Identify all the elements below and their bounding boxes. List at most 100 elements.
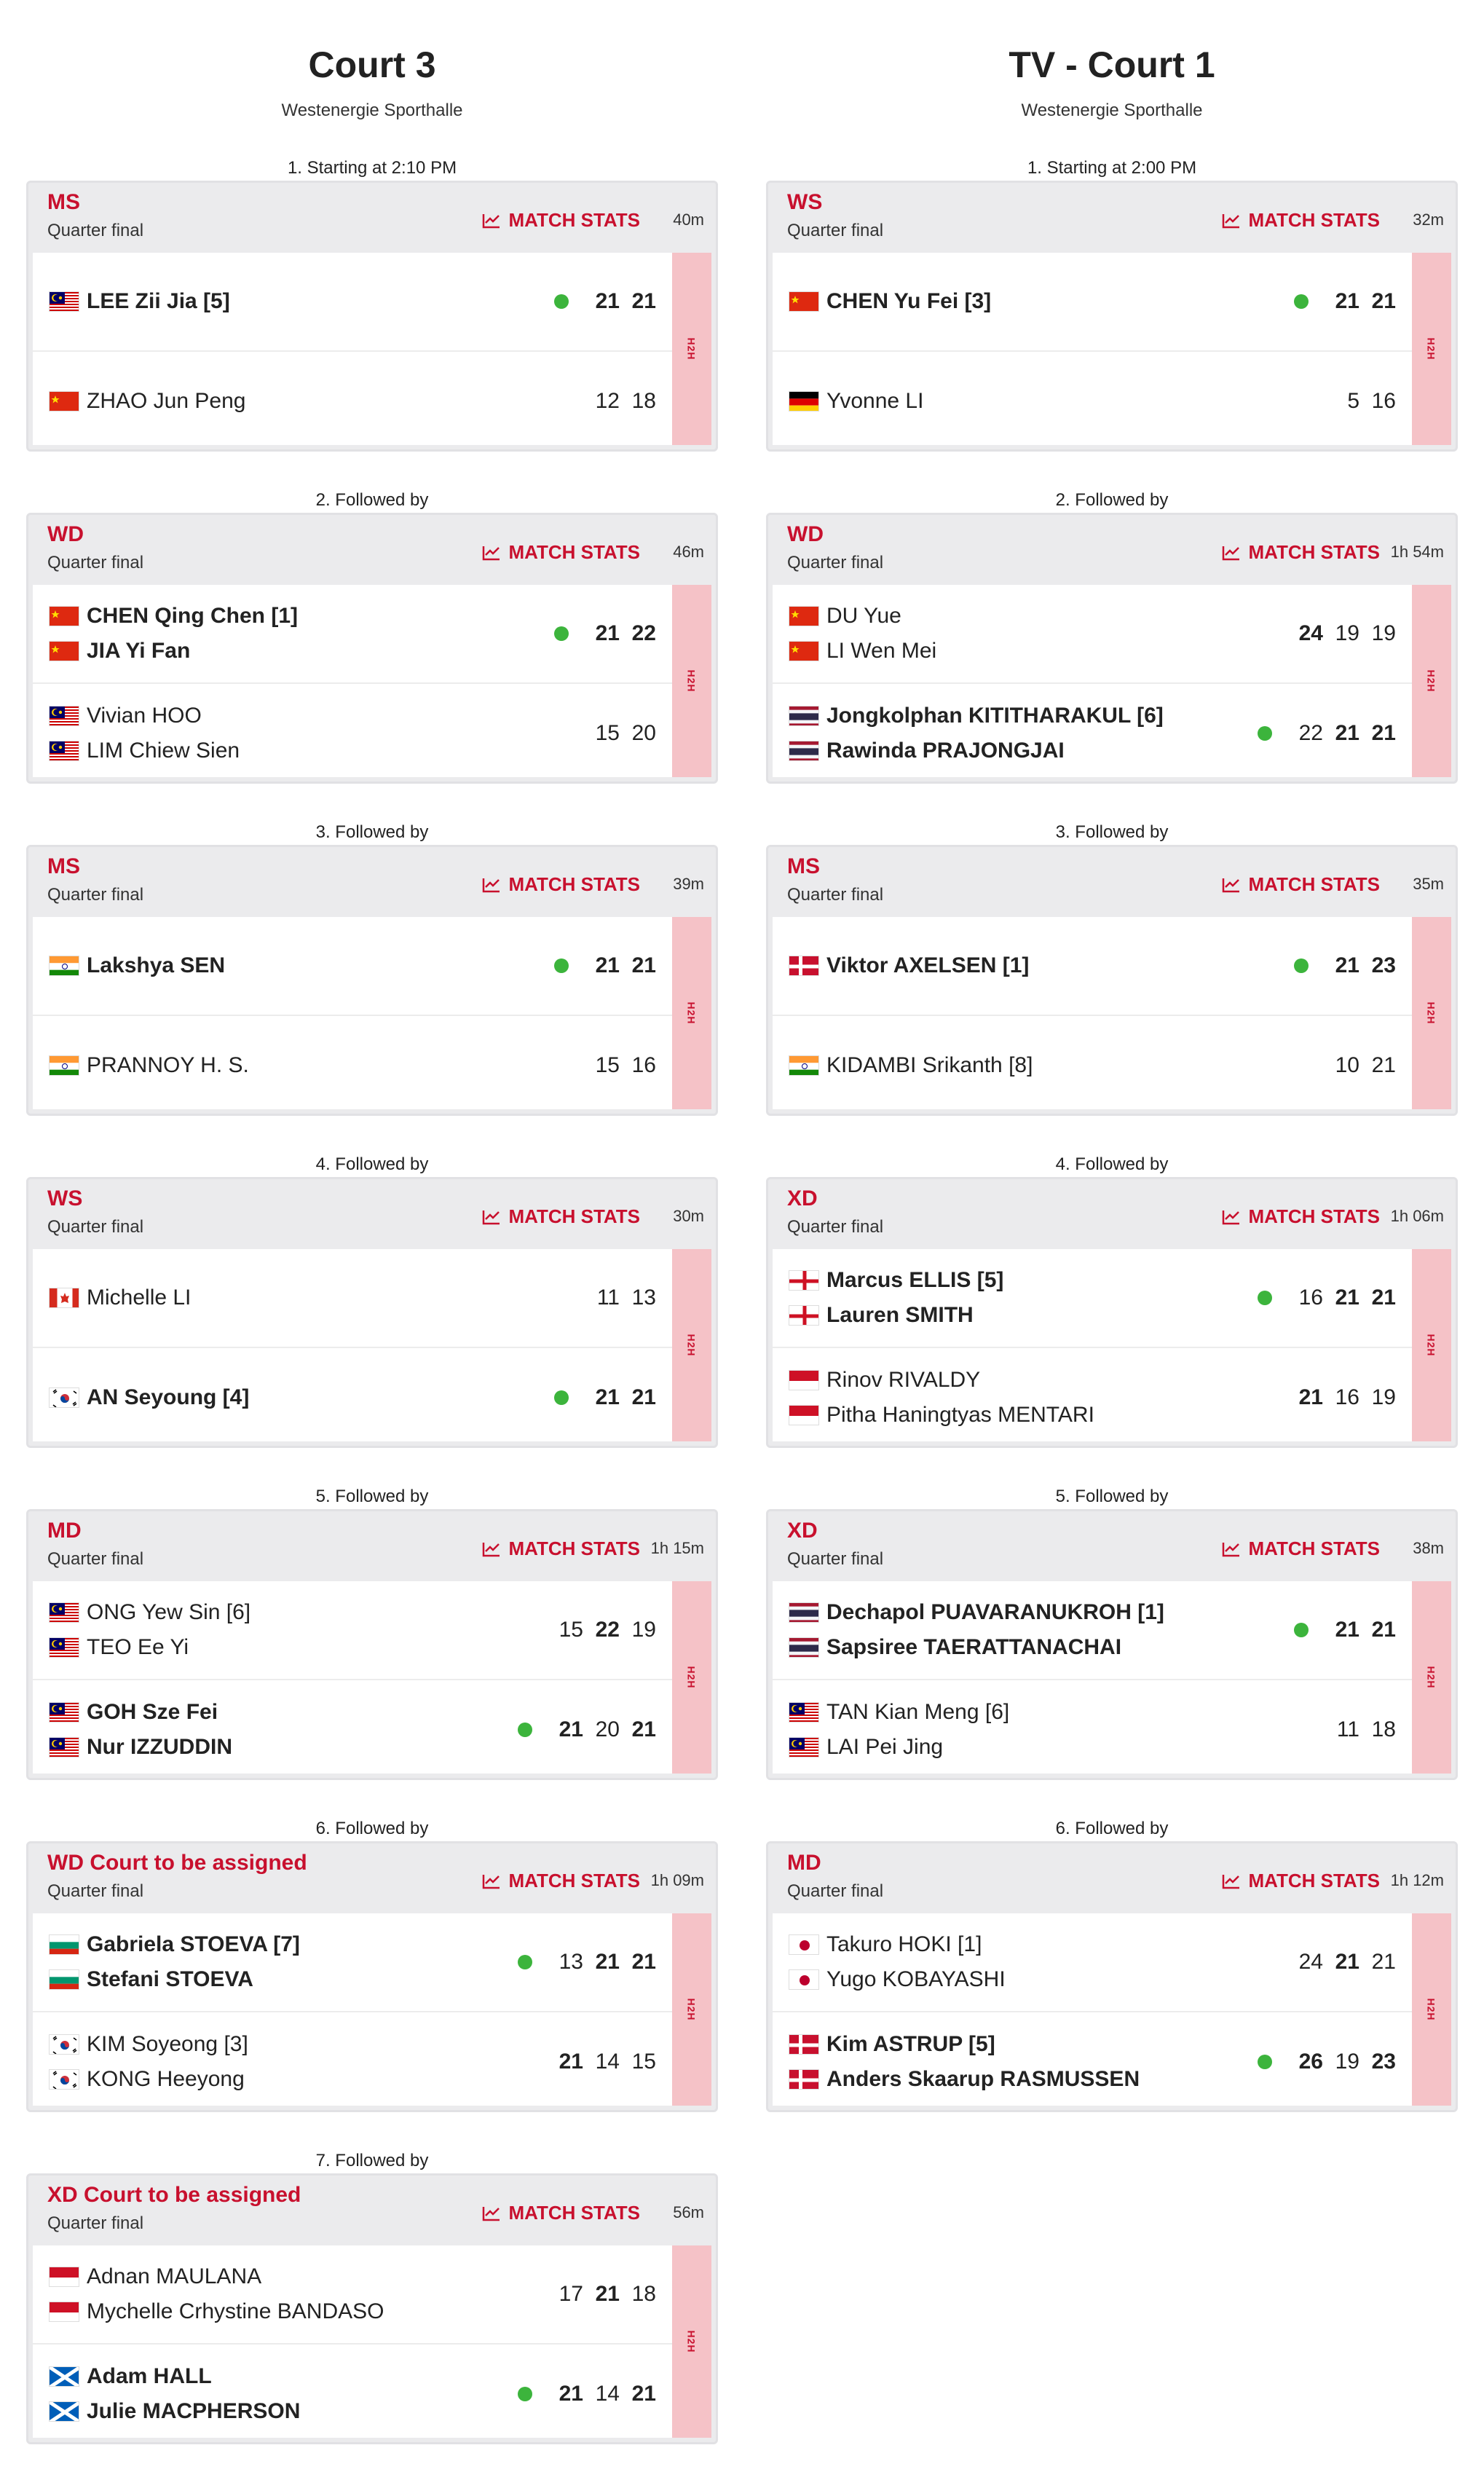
player[interactable]: Rawinda PRAJONGJAI <box>789 733 1258 768</box>
h2h-button[interactable]: H2H <box>672 917 711 1109</box>
player[interactable]: Viktor AXELSEN [1] <box>789 948 1294 983</box>
flag-icon <box>789 391 819 412</box>
h2h-button[interactable]: H2H <box>672 585 711 777</box>
game-score: 21 <box>595 289 620 313</box>
player[interactable]: KIDAMBI Srikanth [8] <box>789 1048 1323 1083</box>
player[interactable]: Jongkolphan KITITHARAKUL [6] <box>789 698 1258 733</box>
match-duration: 1h 12m <box>1390 1871 1444 1889</box>
player[interactable]: Stefani STOEVA <box>49 1962 518 1997</box>
match-teams: Lakshya SEN 21 21 PRANNOY H. S. 15 16 <box>33 917 672 1109</box>
player-name: PRANNOY H. S. <box>87 1053 249 1077</box>
player[interactable]: Yvonne LI <box>789 384 1323 419</box>
player[interactable]: Mychelle Crhystine BANDASO <box>49 2294 547 2329</box>
h2h-button[interactable]: H2H <box>1412 585 1451 777</box>
match-stats-link[interactable]: MATCH STATS <box>1222 1870 1380 1892</box>
player-name: Stefani STOEVA <box>87 1967 253 1991</box>
winner-indicator-icon <box>1294 294 1309 309</box>
player[interactable]: Yugo KOBAYASHI <box>789 1962 1287 1997</box>
player[interactable]: LI Wen Mei <box>789 634 1287 669</box>
match-card[interactable]: XD Quarter final MATCH STATS 38m <box>766 1509 1458 1780</box>
player[interactable]: AN Seyoung [4] <box>49 1380 554 1415</box>
player[interactable]: ONG Yew Sin [6] <box>49 1595 547 1630</box>
player[interactable]: GOH Sze Fei <box>49 1695 518 1730</box>
player[interactable]: JIA Yi Fan <box>49 634 554 669</box>
h2h-button[interactable]: H2H <box>1412 1249 1451 1441</box>
player[interactable]: Pitha Haningtyas MENTARI <box>789 1398 1287 1433</box>
player[interactable]: TEO Ee Yi <box>49 1630 547 1665</box>
player[interactable]: Gabriela STOEVA [7] <box>49 1927 518 1962</box>
match-card[interactable]: WS Quarter final MATCH STATS 32m <box>766 181 1458 452</box>
player[interactable]: Kim ASTRUP [5] <box>789 2027 1258 2062</box>
match-stats-link[interactable]: MATCH STATS <box>482 1205 640 1228</box>
player[interactable]: LIM Chiew Sien <box>49 733 583 768</box>
team-players: Marcus ELLIS [5] Lauren SMITH <box>789 1263 1258 1333</box>
match-card[interactable]: XD Quarter final MATCH STATS 1h 06m <box>766 1177 1458 1448</box>
player[interactable]: DU Yue <box>789 599 1287 634</box>
match-card[interactable]: MS Quarter final MATCH STATS 40m <box>26 181 718 452</box>
match-card[interactable]: MS Quarter final MATCH STATS 35m <box>766 845 1458 1116</box>
match-stats-link[interactable]: MATCH STATS <box>482 541 640 564</box>
match-order: 1. Starting at 2:00 PM <box>1027 158 1197 178</box>
player[interactable]: Marcus ELLIS [5] <box>789 1263 1258 1298</box>
player[interactable]: Julie MACPHERSON <box>49 2394 518 2429</box>
h2h-button[interactable]: H2H <box>672 1249 711 1441</box>
player[interactable]: Adam HALL <box>49 2359 518 2394</box>
match-stats-link[interactable]: MATCH STATS <box>1222 1538 1380 1560</box>
match-card[interactable]: WD Quarter final MATCH STATS 46m <box>26 513 718 784</box>
h2h-button[interactable]: H2H <box>1412 1913 1451 2106</box>
player[interactable]: Takuro HOKI [1] <box>789 1927 1287 1962</box>
player[interactable]: CHEN Qing Chen [1] <box>49 599 554 634</box>
h2h-button[interactable]: H2H <box>1412 1581 1451 1774</box>
player[interactable]: Nur IZZUDDIN <box>49 1730 518 1765</box>
player[interactable]: CHEN Yu Fei [3] <box>789 284 1294 319</box>
player[interactable]: LEE Zii Jia [5] <box>49 284 554 319</box>
game-score: 15 <box>631 2050 656 2074</box>
game-score: 21 <box>595 621 620 645</box>
game-score: 21 <box>1335 953 1359 977</box>
player[interactable]: ZHAO Jun Peng <box>49 384 583 419</box>
player[interactable]: Sapsiree TAERATTANACHAI <box>789 1630 1294 1665</box>
player[interactable]: Rinov RIVALDY <box>789 1363 1287 1398</box>
match-card[interactable]: WD Quarter final MATCH STATS 1h 54m <box>766 513 1458 784</box>
h2h-button[interactable]: H2H <box>672 1581 711 1774</box>
h2h-button[interactable]: H2H <box>672 1913 711 2106</box>
match-card[interactable]: WD Court to be assigned Quarter final MA… <box>26 1841 718 2112</box>
match-card[interactable]: MD Quarter final MATCH STATS 1h 15m <box>26 1509 718 1780</box>
player[interactable]: Lakshya SEN <box>49 948 554 983</box>
player[interactable]: Adnan MAULANA <box>49 2259 547 2294</box>
flag-icon <box>49 2302 79 2322</box>
match-stats-label: MATCH STATS <box>1248 1538 1380 1559</box>
h2h-button[interactable]: H2H <box>672 2245 711 2438</box>
match-stats-link[interactable]: MATCH STATS <box>482 1538 640 1560</box>
match-stats-link[interactable]: MATCH STATS <box>1222 873 1380 896</box>
player[interactable]: TAN Kian Meng [6] <box>789 1695 1323 1730</box>
player[interactable]: Dechapol PUAVARANUKROH [1] <box>789 1595 1294 1630</box>
match-teams: Gabriela STOEVA [7] Stefani STOEVA 13 21 2… <box>33 1913 672 2106</box>
player[interactable]: PRANNOY H. S. <box>49 1048 583 1083</box>
h2h-button[interactable]: H2H <box>672 253 711 445</box>
h2h-button[interactable]: H2H <box>1412 253 1451 445</box>
match-card[interactable]: MD Quarter final MATCH STATS 1h 12m <box>766 1841 1458 2112</box>
player[interactable]: KONG Heeyong <box>49 2062 547 2097</box>
match-stats-link[interactable]: MATCH STATS <box>482 2202 640 2224</box>
player[interactable]: Anders Skaarup RASMUSSEN <box>789 2062 1258 2097</box>
player[interactable]: Lauren SMITH <box>789 1298 1258 1333</box>
match-stats-link[interactable]: MATCH STATS <box>1222 209 1380 232</box>
match-stats-label: MATCH STATS <box>1248 209 1380 231</box>
team-row: Dechapol PUAVARANUKROH [1] Sapsiree TAER… <box>773 1581 1412 1680</box>
player[interactable]: Michelle LI <box>49 1280 583 1315</box>
match-card[interactable]: WS Quarter final MATCH STATS 30m <box>26 1177 718 1448</box>
match-card[interactable]: MS Quarter final MATCH STATS 39m <box>26 845 718 1116</box>
match-stats-link[interactable]: MATCH STATS <box>1222 541 1380 564</box>
match-stats-link[interactable]: MATCH STATS <box>1222 1205 1380 1228</box>
player[interactable]: LAI Pei Jing <box>789 1730 1323 1765</box>
player-name: Takuro HOKI [1] <box>826 1932 982 1956</box>
match-stats-label: MATCH STATS <box>508 541 640 563</box>
player[interactable]: KIM Soyeong [3] <box>49 2027 547 2062</box>
match-stats-link[interactable]: MATCH STATS <box>482 1870 640 1892</box>
match-stats-link[interactable]: MATCH STATS <box>482 209 640 232</box>
h2h-button[interactable]: H2H <box>1412 917 1451 1109</box>
match-stats-link[interactable]: MATCH STATS <box>482 873 640 896</box>
player[interactable]: Vivian HOO <box>49 698 583 733</box>
match-card[interactable]: XD Court to be assigned Quarter final MA… <box>26 2173 718 2444</box>
